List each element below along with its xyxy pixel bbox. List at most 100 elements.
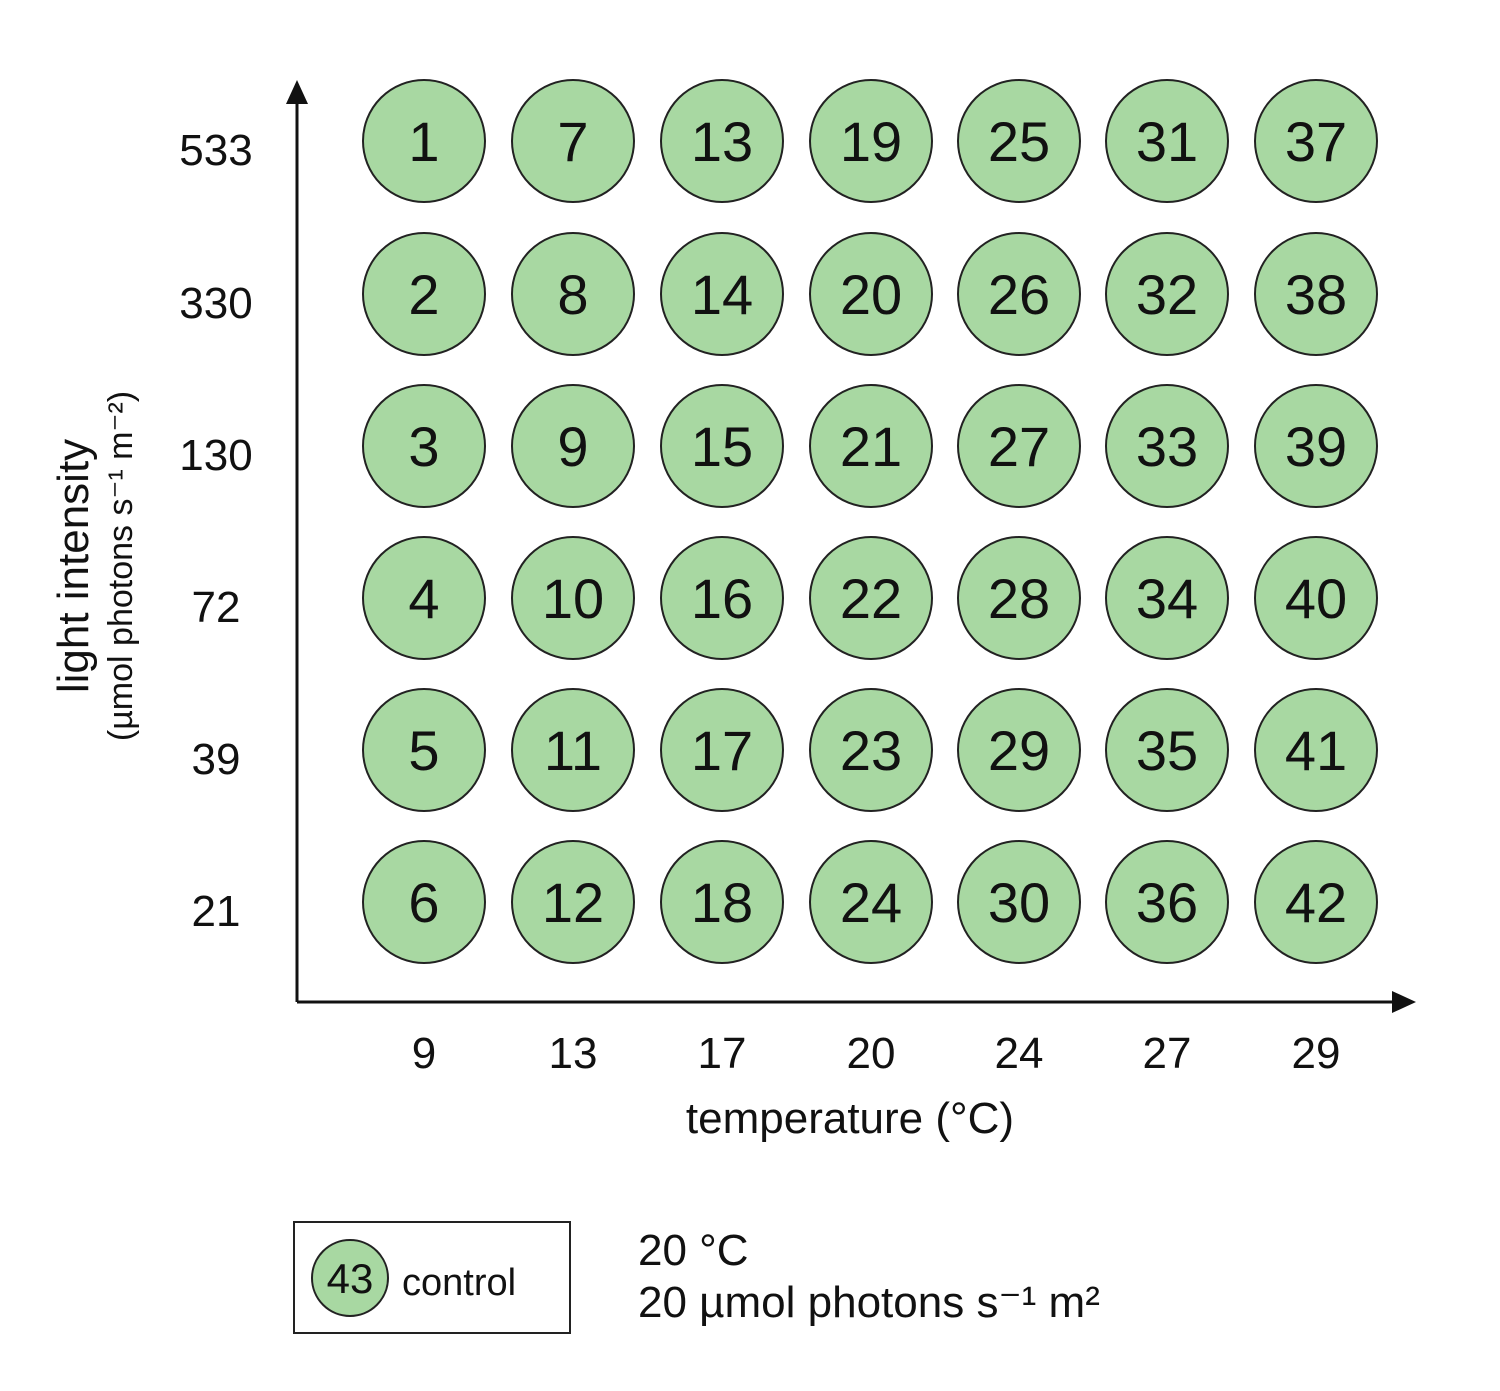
condition-cell: 14: [660, 232, 784, 356]
condition-number: 26: [988, 263, 1050, 326]
condition-circle: [809, 384, 933, 508]
condition-circle: [809, 536, 933, 660]
condition-cell: 3: [362, 384, 486, 508]
condition-cell: 13: [660, 79, 784, 203]
condition-circle: [1105, 688, 1229, 812]
condition-cell: 36: [1105, 840, 1229, 964]
x-tick-label: 17: [698, 1029, 747, 1078]
condition-cell: 41: [1254, 688, 1378, 812]
condition-circle: [511, 232, 635, 356]
condition-circle: [957, 688, 1081, 812]
condition-circle: [1254, 840, 1378, 964]
condition-cell: 32: [1105, 232, 1229, 356]
condition-number: 29: [988, 719, 1050, 782]
condition-number: 10: [542, 567, 604, 630]
condition-circle: [362, 384, 486, 508]
condition-circle: [362, 232, 486, 356]
condition-circle: [511, 384, 635, 508]
condition-circle: [660, 840, 784, 964]
condition-cell: 39: [1254, 384, 1378, 508]
condition-circle: [957, 232, 1081, 356]
condition-cell: 30: [957, 840, 1081, 964]
condition-cell: 6: [362, 840, 486, 964]
condition-number: 12: [542, 871, 604, 934]
condition-circle: [660, 536, 784, 660]
condition-circle: [1254, 232, 1378, 356]
condition-circle: [809, 688, 933, 812]
condition-cell: 28: [957, 536, 1081, 660]
legend-control-circle: [311, 1239, 389, 1317]
condition-cell: 18: [660, 840, 784, 964]
condition-number: 32: [1136, 263, 1198, 326]
condition-cell: 31: [1105, 79, 1229, 203]
y-tick-label: 130: [179, 431, 252, 480]
y-tick-label: 533: [179, 126, 252, 175]
condition-number: 20: [840, 263, 902, 326]
condition-circle: [660, 232, 784, 356]
condition-cell: 42: [1254, 840, 1378, 964]
condition-number: 16: [691, 567, 753, 630]
condition-cell: 11: [511, 688, 635, 812]
legend-control-number: 43: [327, 1255, 374, 1302]
axes: [286, 80, 1416, 1013]
condition-circle: [660, 79, 784, 203]
condition-cell: 16: [660, 536, 784, 660]
condition-cell: 4: [362, 536, 486, 660]
y-axis-arrow-icon: [286, 80, 308, 104]
y-tick-label: 72: [192, 583, 241, 632]
control-condition-light: 20 µmol photons s⁻¹ m²: [638, 1278, 1100, 1327]
condition-number: 22: [840, 567, 902, 630]
condition-cell: 29: [957, 688, 1081, 812]
condition-number: 13: [691, 110, 753, 173]
condition-circle: [511, 79, 635, 203]
condition-number: 11: [544, 719, 602, 782]
condition-number: 8: [557, 263, 588, 326]
condition-circle: [511, 688, 635, 812]
condition-cell: 23: [809, 688, 933, 812]
condition-circle: [957, 536, 1081, 660]
condition-circle: [809, 232, 933, 356]
condition-circle: [957, 79, 1081, 203]
y-axis-title-group: light intensity (µmol photons s⁻¹ m⁻²): [49, 391, 140, 741]
condition-circle: [1105, 79, 1229, 203]
condition-number: 38: [1285, 263, 1347, 326]
condition-cell: 35: [1105, 688, 1229, 812]
x-tick-label: 27: [1143, 1029, 1192, 1078]
condition-circle: [362, 840, 486, 964]
condition-number: 6: [408, 871, 439, 934]
x-axis-arrow-icon: [1392, 991, 1416, 1013]
condition-cell: 38: [1254, 232, 1378, 356]
x-tick-label: 29: [1292, 1029, 1341, 1078]
y-tick-label: 330: [179, 279, 252, 328]
legend-control-label: control: [402, 1262, 516, 1304]
condition-number: 37: [1285, 110, 1347, 173]
condition-cell: 34: [1105, 536, 1229, 660]
condition-cell: 26: [957, 232, 1081, 356]
condition-circle: [1254, 384, 1378, 508]
condition-number: 28: [988, 567, 1050, 630]
condition-circle: [362, 79, 486, 203]
condition-cell: 2: [362, 232, 486, 356]
condition-cell: 33: [1105, 384, 1229, 508]
condition-number: 14: [691, 263, 753, 326]
condition-cell: 15: [660, 384, 784, 508]
condition-number: 15: [691, 415, 753, 478]
condition-number: 5: [408, 719, 439, 782]
condition-cell: 20: [809, 232, 933, 356]
condition-number: 36: [1136, 871, 1198, 934]
condition-circle: [511, 536, 635, 660]
condition-number: 9: [557, 415, 588, 478]
condition-number: 3: [408, 415, 439, 478]
condition-circle: [660, 384, 784, 508]
condition-circle: [809, 79, 933, 203]
condition-cell: 8: [511, 232, 635, 356]
condition-number: 23: [840, 719, 902, 782]
condition-number: 18: [691, 871, 753, 934]
condition-cell: 10: [511, 536, 635, 660]
x-tick-label: 13: [549, 1029, 598, 1078]
condition-number: 31: [1136, 110, 1198, 173]
condition-circle: [809, 840, 933, 964]
condition-number: 39: [1285, 415, 1347, 478]
condition-cell: 25: [957, 79, 1081, 203]
